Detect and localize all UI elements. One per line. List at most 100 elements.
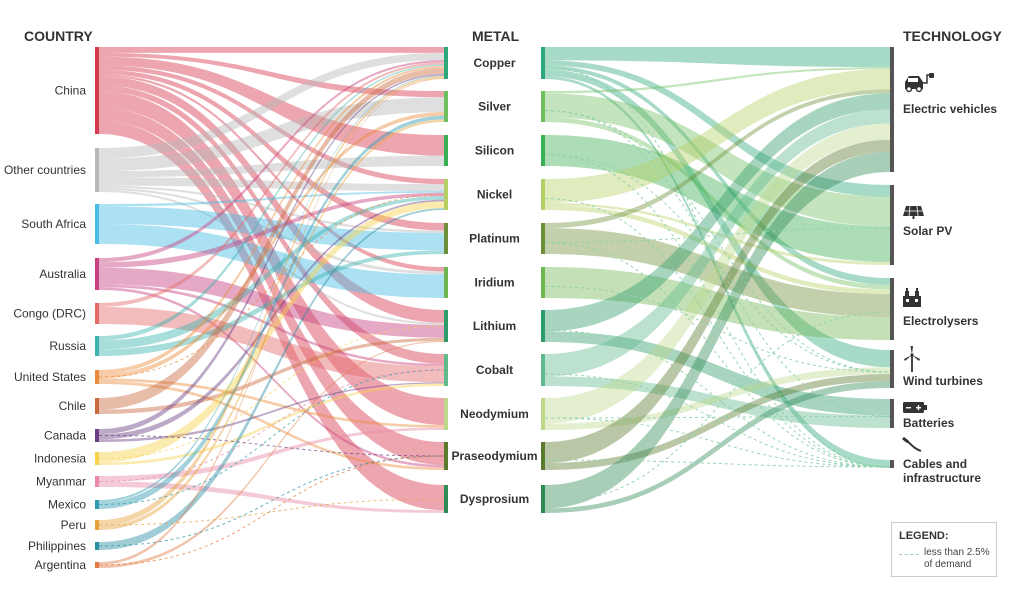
flow-canada-to-copper xyxy=(99,73,444,435)
metal-label-nickel: Nickel xyxy=(477,188,512,202)
country-node-united-states xyxy=(95,370,99,384)
flow-australia-to-praseodymium xyxy=(99,287,444,468)
metal-node-right-silicon xyxy=(541,135,545,166)
minor-flow-line xyxy=(544,198,891,468)
metal-node-left-neodymium xyxy=(444,398,448,430)
country-node-indonesia xyxy=(95,452,99,465)
country-label-philippines: Philippines xyxy=(28,539,86,553)
electric-car-icon xyxy=(905,73,934,93)
metal-technology-flows xyxy=(544,47,891,513)
flow-china-to-platinum xyxy=(99,69,444,231)
country-column-header: COUNTRY xyxy=(24,28,93,44)
solar-panel-icon xyxy=(903,205,924,219)
flow-platinum-to-electric-vehicles xyxy=(545,89,890,229)
minor-flow-line xyxy=(98,455,445,547)
technology-node-electric-vehicles xyxy=(890,47,894,172)
flow-china-to-iridium xyxy=(99,74,444,272)
flow-china-to-nickel xyxy=(99,65,444,185)
technology-labels: Electric vehicles Solar PV Electrolysers Wi… xyxy=(903,102,997,485)
country-label-china: China xyxy=(55,84,87,98)
metal-node-left-silver xyxy=(444,91,448,122)
flow-united-states-to-praseodymium xyxy=(99,381,444,470)
minor-flow-line xyxy=(98,369,445,482)
technology-column-header: TECHNOLOGY xyxy=(903,28,1002,44)
flow-neodymium-to-electric-vehicles xyxy=(545,123,890,424)
flow-lithium-to-electric-vehicles xyxy=(545,93,890,332)
flow-china-to-lithium xyxy=(99,76,444,323)
flow-mexico-to-copper xyxy=(99,75,444,503)
minor-flow-line xyxy=(98,435,445,457)
metal-label-copper: Copper xyxy=(474,56,516,70)
technology-label-wind-turbines: Wind turbines xyxy=(903,374,983,388)
flow-china-to-copper xyxy=(99,47,444,53)
flow-copper-to-wind-turbines xyxy=(545,69,890,368)
country-label-south-africa: South Africa xyxy=(21,217,86,231)
flow-indonesia-to-cobalt xyxy=(99,383,444,465)
flow-chile-to-copper xyxy=(99,68,444,410)
metal-node-right-platinum xyxy=(541,223,545,254)
flow-other-countries-to-silicon xyxy=(99,155,444,178)
metal-node-left-iridium xyxy=(444,267,448,298)
flow-canada-to-nickel xyxy=(99,199,444,440)
country-label-united-states: United States xyxy=(14,370,86,384)
flow-china-to-cobalt xyxy=(99,85,444,364)
flow-australia-to-cobalt xyxy=(99,284,444,367)
flow-canada-to-cobalt xyxy=(99,382,444,442)
country-node-myanmar xyxy=(95,476,99,487)
flow-south-africa-to-nickel xyxy=(99,191,444,207)
flow-china-to-dysprosium xyxy=(99,120,444,511)
wind-turbine-icon xyxy=(904,346,920,372)
country-metal-flows xyxy=(98,47,445,568)
flow-neodymium-to-wind-turbines xyxy=(545,367,890,430)
country-label-indonesia: Indonesia xyxy=(34,452,86,466)
metal-label-silicon: Silicon xyxy=(475,144,514,158)
technology-node-electrolysers xyxy=(890,278,894,340)
electrolyser-icon xyxy=(903,288,921,307)
flow-australia-to-nickel xyxy=(99,192,444,268)
minor-flow-line xyxy=(544,154,891,373)
flow-dysprosium-to-electric-vehicles xyxy=(545,151,890,509)
country-label-chile: Chile xyxy=(59,399,87,413)
country-label-congo-drc: Congo (DRC) xyxy=(13,307,86,321)
flow-united-states-to-copper xyxy=(99,65,444,375)
flow-congo-drc-to-cobalt xyxy=(99,306,444,383)
flow-silver-to-electrolysers xyxy=(545,117,890,290)
metal-node-right-silver xyxy=(541,91,545,122)
flow-other-countries-to-silver xyxy=(99,97,444,172)
technology-label-electric-vehicles: Electric vehicles xyxy=(903,102,997,116)
country-node-argentina xyxy=(95,562,99,568)
flow-china-to-neodymium xyxy=(99,91,444,426)
flow-lithium-to-batteries xyxy=(545,331,890,416)
country-node-other-countries xyxy=(95,148,99,192)
flow-russia-to-platinum xyxy=(99,250,444,356)
metal-node-right-praseodymium xyxy=(541,442,545,470)
flow-united-states-to-neodymium xyxy=(99,378,444,428)
metal-node-left-platinum xyxy=(444,223,448,254)
flow-china-to-silicon xyxy=(99,56,444,156)
metal-label-dysprosium: Dysprosium xyxy=(460,492,529,506)
minor-flow-line xyxy=(544,154,891,468)
country-label-peru: Peru xyxy=(61,518,86,532)
metal-node-left-dysprosium xyxy=(444,485,448,513)
country-node-mexico xyxy=(95,500,99,509)
country-label-canada: Canada xyxy=(44,429,86,443)
minor-flow-line xyxy=(544,417,891,468)
metal-node-left-cobalt xyxy=(444,354,448,386)
metal-label-iridium: Iridium xyxy=(474,276,514,290)
flow-other-countries-to-platinum xyxy=(99,185,444,233)
battery-icon xyxy=(903,402,927,413)
country-labels: China Other countries South Africa Australi… xyxy=(4,84,86,573)
metal-node-right-nickel xyxy=(541,179,545,210)
flow-philippines-to-nickel xyxy=(99,208,444,550)
technology-node-batteries xyxy=(890,399,894,428)
flow-iridium-to-electrolysers xyxy=(545,267,890,340)
metal-label-neodymium: Neodymium xyxy=(460,407,529,421)
flow-platinum-to-electrolysers xyxy=(545,228,890,318)
flow-cobalt-to-batteries xyxy=(545,376,890,428)
country-label-russia: Russia xyxy=(49,339,86,353)
metal-label-silver: Silver xyxy=(478,100,511,114)
metal-node-left-nickel xyxy=(444,179,448,210)
metal-node-right-copper xyxy=(541,47,545,79)
metal-node-right-iridium xyxy=(541,267,545,298)
